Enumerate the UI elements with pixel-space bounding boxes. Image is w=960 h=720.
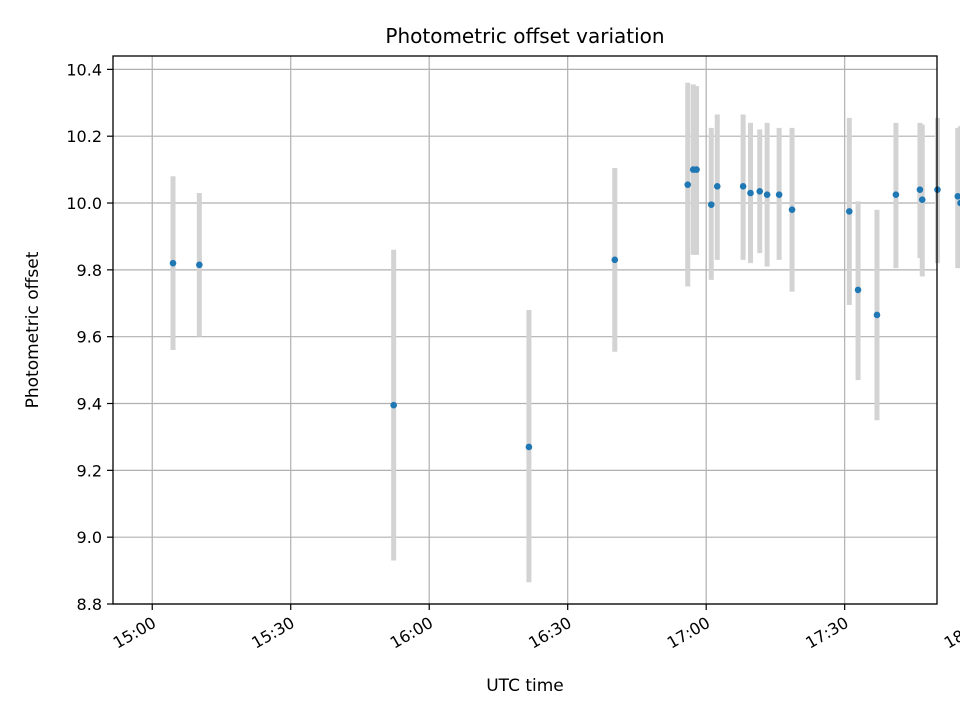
x-tick-label: 18:00 [941, 613, 960, 653]
data-point [684, 181, 692, 188]
data-point [775, 191, 783, 198]
y-tick-label: 9.2 [77, 461, 102, 480]
chart-title: Photometric offset variation [385, 24, 664, 48]
data-point [713, 183, 721, 190]
data-point [390, 401, 397, 409]
y-tick-label: 9.4 [77, 395, 102, 414]
x-tick-label: 16:00 [387, 613, 436, 653]
y-tick-label: 9.6 [77, 328, 102, 347]
x-tick-label: 15:30 [248, 613, 297, 653]
y-tick-label: 10.0 [66, 194, 102, 213]
data-point [169, 259, 177, 267]
x-tick-label: 15:00 [110, 613, 159, 653]
x-tick-label: 17:00 [664, 613, 713, 653]
data-point [918, 196, 926, 203]
plot-frame [112, 55, 938, 605]
data-point [707, 201, 715, 208]
data-point [525, 443, 533, 451]
data-point [747, 189, 754, 197]
data-points [169, 166, 960, 451]
data-point [957, 199, 960, 207]
y-tick-label: 9.8 [77, 261, 102, 280]
data-point [854, 286, 862, 294]
y-axis-label: Photometric offset [23, 251, 43, 408]
data-point [892, 191, 900, 198]
x-tick-label: 17:30 [802, 613, 851, 653]
data-point [954, 193, 960, 200]
data-point [693, 166, 700, 173]
data-point [756, 188, 764, 195]
ticks: 15:00 15:30 16:00 16:30 17:00 17:30 18:00 8.8 9.… [66, 60, 960, 652]
y-tick-label: 8.8 [77, 595, 102, 614]
data-point [763, 191, 771, 198]
x-axis-label: UTC time [486, 676, 564, 696]
y-tick-label: 10.4 [66, 60, 102, 79]
data-point [739, 183, 747, 190]
data-point [788, 206, 796, 214]
y-tick-label: 9.0 [77, 528, 102, 547]
grid [113, 56, 937, 605]
data-point [196, 261, 203, 269]
y-tick-label: 10.2 [66, 127, 102, 146]
data-point [873, 311, 881, 319]
data-point [916, 186, 924, 193]
data-point [845, 208, 853, 215]
x-tick-label: 16:30 [525, 613, 574, 653]
data-point [611, 256, 619, 264]
